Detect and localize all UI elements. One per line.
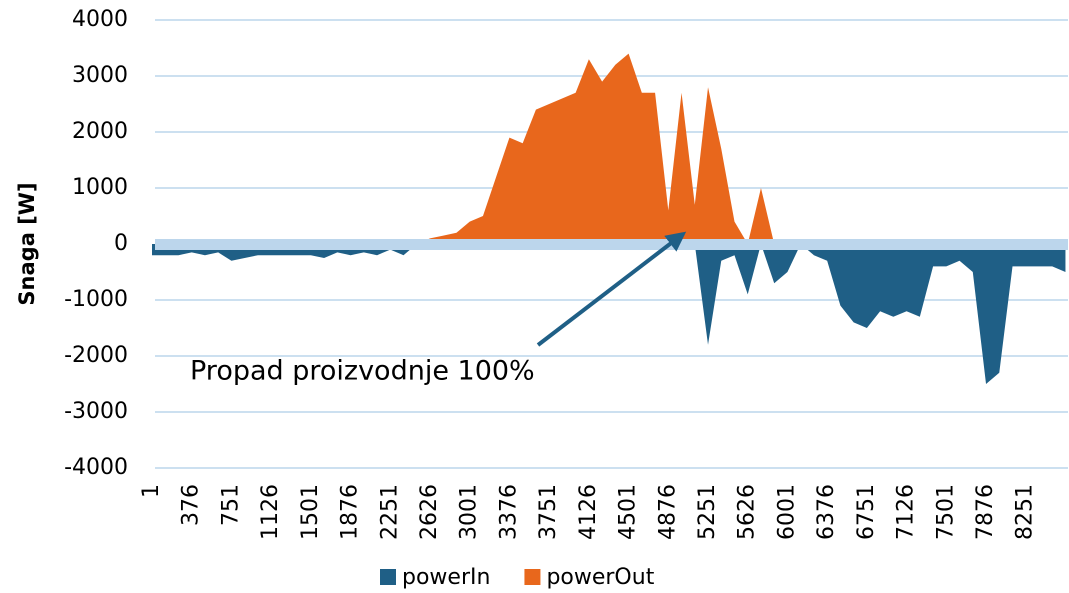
- x-tick-label: 3376: [496, 484, 521, 540]
- y-tick-label: -1000: [64, 287, 128, 312]
- x-tick-label: 3001: [457, 484, 482, 540]
- y-tick-label: 3000: [72, 63, 128, 88]
- x-tick-label: 751: [218, 484, 243, 526]
- zero-band: [155, 239, 1068, 250]
- x-tick-label: 6751: [854, 484, 879, 540]
- legend-swatch: [524, 569, 541, 585]
- x-tick-label: 5626: [735, 484, 760, 540]
- y-axis-label: Snaga [W]: [15, 182, 39, 305]
- y-tick-label: -3000: [64, 399, 128, 424]
- x-tick-label: 6376: [814, 484, 839, 540]
- y-tick-label: 4000: [72, 7, 128, 32]
- legend-swatch: [380, 569, 396, 585]
- y-tick-label: 0: [114, 231, 128, 256]
- x-tick-label: 7126: [894, 484, 919, 540]
- x-tick-label: 1501: [298, 484, 323, 540]
- x-tick-label: 1: [139, 484, 164, 498]
- x-tick-label: 4501: [616, 484, 641, 540]
- annotation: Propad proizvodnje 100%: [190, 356, 535, 387]
- legend: powerIn powerOut: [380, 565, 655, 590]
- legend-label: powerIn: [402, 565, 490, 590]
- y-tick-label: -2000: [64, 343, 128, 368]
- x-tick-label: 7501: [933, 484, 958, 540]
- x-tick-label: 2251: [377, 484, 402, 540]
- x-tick-label: 1126: [258, 484, 283, 540]
- x-tick-label: 8251: [1013, 484, 1038, 540]
- area: [152, 53, 1066, 244]
- x-tick-label: 5251: [695, 484, 720, 540]
- legend-label: powerOut: [546, 565, 654, 590]
- y-tick-label: 1000: [72, 175, 128, 200]
- annotation-arrow: [536, 231, 687, 347]
- plot: [152, 53, 1066, 384]
- x-tick-label: 4126: [576, 484, 601, 540]
- x-tick-label: 3751: [536, 484, 561, 540]
- x-tick-label: 1876: [338, 484, 363, 540]
- x-tick-label: 4876: [655, 484, 680, 540]
- x-tick-label: 376: [179, 484, 204, 526]
- y-tick-label: 2000: [72, 119, 128, 144]
- x-tick-label: 6001: [774, 484, 799, 540]
- area: [152, 244, 1066, 384]
- x-tick-label: 2626: [417, 484, 442, 540]
- y-tick-label: -4000: [64, 455, 128, 480]
- x-tick-label: 7876: [973, 484, 998, 540]
